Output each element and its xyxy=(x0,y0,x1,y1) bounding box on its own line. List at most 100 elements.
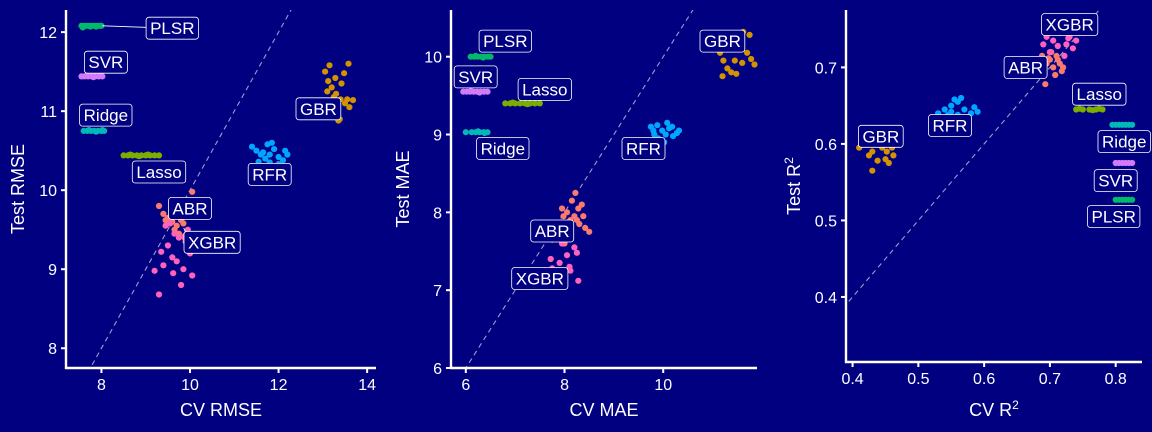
point-lasso xyxy=(1096,105,1103,112)
point-svr xyxy=(467,87,474,94)
point-xgbr xyxy=(164,242,171,249)
point-svr xyxy=(83,72,90,79)
point-xgbr xyxy=(155,291,163,298)
point-xgbr xyxy=(180,266,187,273)
model-label: SVR xyxy=(453,65,498,89)
point-plsr xyxy=(480,54,487,61)
series-plsr xyxy=(78,22,105,31)
point-xgbr xyxy=(175,234,182,241)
point-lasso xyxy=(1076,105,1083,112)
point-ridge xyxy=(481,129,488,137)
x-tick-label: 0.7 xyxy=(1039,371,1061,388)
point-abr xyxy=(582,224,589,231)
series-ridge xyxy=(1109,121,1136,128)
point-svr xyxy=(97,72,104,79)
y-tick-label: 7 xyxy=(433,283,442,300)
model-label: RFR xyxy=(621,137,666,160)
point-xgbr xyxy=(1061,52,1068,60)
panel-1: 8 10 12 14 8 9 10 11 12 CV RMSE Test RMSE PLSR SVR Ri… xyxy=(8,10,376,420)
model-label: GBR xyxy=(699,29,746,53)
point-xgbr xyxy=(571,244,578,251)
point-xgbr xyxy=(1069,45,1076,52)
y-tick-label: 6 xyxy=(433,361,442,378)
model-label-text: GBR xyxy=(300,100,337,119)
point-abr xyxy=(578,201,585,208)
point-gbr xyxy=(346,104,353,111)
point-plsr xyxy=(487,53,494,60)
point-gbr xyxy=(324,88,331,95)
model-label-text: RFR xyxy=(932,117,967,136)
point-plsr xyxy=(1129,196,1136,203)
model-label: Ridge xyxy=(476,137,530,160)
model-label-text: SVR xyxy=(88,53,123,72)
point-lasso xyxy=(120,152,127,159)
y-tick-label: 9 xyxy=(433,128,442,145)
point-xgbr xyxy=(1065,35,1072,42)
point-gbr xyxy=(326,62,333,69)
x-tick-label: 12 xyxy=(270,377,288,394)
point-svr xyxy=(1129,159,1136,167)
point-xgbr xyxy=(573,249,581,256)
series-svr xyxy=(1112,159,1136,167)
point-svr xyxy=(484,88,491,95)
point-xgbr xyxy=(169,254,176,261)
y-axis-title: Test RMSE xyxy=(8,144,28,234)
model-label: PLSR xyxy=(1087,205,1141,229)
point-abr xyxy=(1042,81,1049,88)
point-gbr xyxy=(731,57,738,64)
model-label-text: ABR xyxy=(173,199,208,218)
point-lasso xyxy=(155,152,163,159)
point-abr xyxy=(573,217,581,224)
model-label: XGBR xyxy=(1041,13,1099,36)
model-label-text: XGBR xyxy=(516,270,564,289)
point-abr xyxy=(563,209,571,216)
point-rfr xyxy=(262,155,269,162)
y-tick-label: 11 xyxy=(40,104,57,121)
point-ridge xyxy=(462,129,469,136)
y-tick-label: 0.4 xyxy=(815,290,837,307)
panel-3: 0.4 0.5 0.6 0.7 0.8 0.4 0.5 0.6 0.7 CV R2 Test R2 X… xyxy=(782,10,1151,420)
point-xgbr xyxy=(162,222,169,229)
point-gbr xyxy=(332,74,339,82)
point-xgbr xyxy=(1073,37,1080,44)
point-abr xyxy=(558,205,566,212)
model-label: PLSR xyxy=(478,29,532,53)
model-label-text: PLSR xyxy=(1092,208,1136,227)
point-rfr xyxy=(662,131,669,138)
point-rfr xyxy=(669,123,676,130)
point-rfr xyxy=(271,146,278,153)
point-rfr xyxy=(654,122,661,129)
model-label-text: ABR xyxy=(1008,58,1043,77)
point-lasso xyxy=(536,100,543,107)
point-abr xyxy=(1052,71,1059,79)
point-abr xyxy=(1054,56,1061,63)
y-axis-title: Test MAE xyxy=(393,150,413,227)
point-gbr xyxy=(869,167,876,174)
point-xgbr xyxy=(173,258,180,265)
point-abr xyxy=(580,213,587,220)
identity-line xyxy=(846,10,1100,306)
model-label: Ridge xyxy=(79,103,133,127)
series-plsr xyxy=(467,52,494,61)
point-xgbr xyxy=(189,272,196,279)
point-gbr xyxy=(345,60,352,67)
series-svr xyxy=(78,72,106,81)
x-tick-label: 8 xyxy=(97,377,106,394)
x-axis-title: CV MAE xyxy=(569,400,638,420)
point-lasso xyxy=(517,100,524,107)
point-rfr xyxy=(958,94,965,102)
point-rfr xyxy=(248,143,256,150)
x-tick-label: 8 xyxy=(560,377,569,394)
point-xgbr xyxy=(556,259,563,266)
point-gbr xyxy=(885,159,892,167)
model-label: Lasso xyxy=(517,78,572,101)
point-rfr xyxy=(253,147,260,154)
point-xgbr xyxy=(575,277,582,284)
y-tick-label: 9 xyxy=(48,262,57,279)
model-label: PLSR xyxy=(145,16,199,40)
y-tick-label: 0.6 xyxy=(815,137,837,154)
point-xgbr xyxy=(1040,41,1047,48)
point-svr xyxy=(90,74,97,81)
point-rfr xyxy=(941,106,948,113)
point-lasso xyxy=(127,151,134,158)
